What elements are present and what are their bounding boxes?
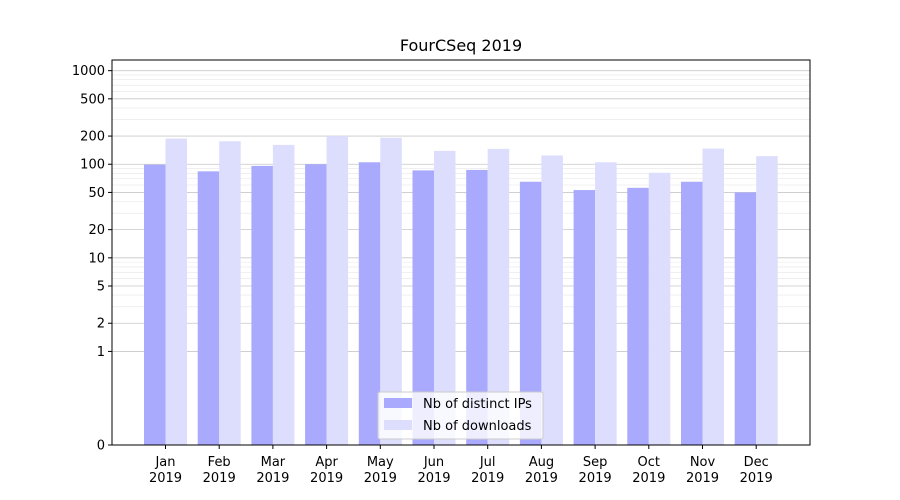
bar-distinct-ips bbox=[197, 171, 220, 445]
x-tick-label: 2019 bbox=[471, 471, 504, 486]
x-tick-label: Feb bbox=[208, 455, 231, 470]
bar-distinct-ips bbox=[466, 169, 488, 445]
bar-downloads bbox=[380, 137, 402, 445]
bar-distinct-ips bbox=[681, 181, 703, 446]
bar-distinct-ips bbox=[573, 190, 596, 445]
bar-downloads bbox=[219, 141, 241, 446]
bar-downloads bbox=[756, 156, 778, 445]
bar-distinct-ips bbox=[627, 187, 649, 445]
bar-distinct-ips bbox=[251, 165, 273, 445]
y-tick-label: 500 bbox=[80, 92, 105, 107]
y-tick-label: 1 bbox=[97, 345, 105, 360]
x-tick-label: 2019 bbox=[256, 471, 289, 486]
y-tick-label: 2 bbox=[97, 317, 105, 332]
x-tick-label: Jul bbox=[479, 455, 496, 470]
y-tick-label: 10 bbox=[88, 251, 105, 266]
x-tick-label: Jan bbox=[154, 455, 175, 470]
legend-label-distinct-ips: Nb of distinct IPs bbox=[423, 397, 532, 412]
bar-downloads bbox=[434, 150, 456, 445]
x-tick-label: 2019 bbox=[632, 471, 665, 486]
x-tick-label: Jun bbox=[423, 455, 444, 470]
bar-downloads bbox=[541, 155, 563, 445]
x-tick-label: 2019 bbox=[740, 471, 773, 486]
bar-downloads bbox=[272, 144, 295, 445]
x-tick-label: 2019 bbox=[203, 471, 236, 486]
bar-downloads bbox=[326, 136, 349, 446]
x-axis: Jan2019Feb2019Mar2019Apr2019May2019Jun20… bbox=[149, 445, 773, 486]
legend: Nb of distinct IPs Nb of downloads bbox=[377, 391, 544, 440]
y-tick-label: 100 bbox=[80, 158, 105, 173]
x-tick-label: 2019 bbox=[310, 471, 343, 486]
x-tick-label: Mar bbox=[261, 455, 286, 470]
legend-box bbox=[377, 391, 544, 440]
bar-downloads bbox=[487, 148, 510, 445]
legend-label-downloads: Nb of downloads bbox=[423, 419, 532, 434]
y-tick-label: 50 bbox=[88, 186, 105, 201]
bar-distinct-ips bbox=[412, 170, 434, 445]
bar-distinct-ips bbox=[734, 192, 757, 445]
y-tick-label: 20 bbox=[88, 223, 105, 238]
x-tick-label: Sep bbox=[583, 455, 608, 470]
x-tick-label: 2019 bbox=[579, 471, 612, 486]
x-tick-label: Dec bbox=[744, 455, 769, 470]
plot-frame bbox=[111, 59, 811, 446]
y-tick-label: 0 bbox=[97, 439, 105, 454]
x-tick-label: 2019 bbox=[149, 471, 182, 486]
x-tick-label: 2019 bbox=[364, 471, 397, 486]
chart-title: FourCSeq 2019 bbox=[400, 36, 522, 55]
x-tick-label: 2019 bbox=[525, 471, 558, 486]
bar-distinct-ips bbox=[519, 181, 542, 446]
bar-distinct-ips bbox=[358, 162, 381, 446]
legend-swatch-distinct-ips bbox=[384, 398, 412, 408]
bar-distinct-ips bbox=[305, 164, 327, 445]
y-tick-label: 200 bbox=[80, 130, 105, 145]
x-tick-label: 2019 bbox=[417, 471, 450, 486]
legend-swatch-downloads bbox=[384, 420, 412, 430]
y-tick-label: 1000 bbox=[72, 64, 105, 79]
bars bbox=[144, 136, 778, 446]
x-tick-label: May bbox=[367, 455, 394, 470]
bar-distinct-ips bbox=[144, 164, 166, 445]
x-tick-label: 2019 bbox=[686, 471, 719, 486]
y-tick-label: 5 bbox=[97, 280, 105, 295]
x-tick-label: Apr bbox=[315, 455, 338, 470]
y-axis: 0 1 2 5 10 20 50 100 200 500 1000 bbox=[72, 64, 112, 454]
bar-downloads bbox=[595, 162, 617, 446]
x-tick-label: Nov bbox=[690, 455, 716, 470]
bar-downloads bbox=[702, 148, 724, 445]
bar-downloads bbox=[165, 138, 187, 445]
x-tick-label: Oct bbox=[638, 455, 660, 470]
bar-downloads bbox=[648, 172, 671, 445]
x-tick-label: Aug bbox=[529, 455, 554, 470]
